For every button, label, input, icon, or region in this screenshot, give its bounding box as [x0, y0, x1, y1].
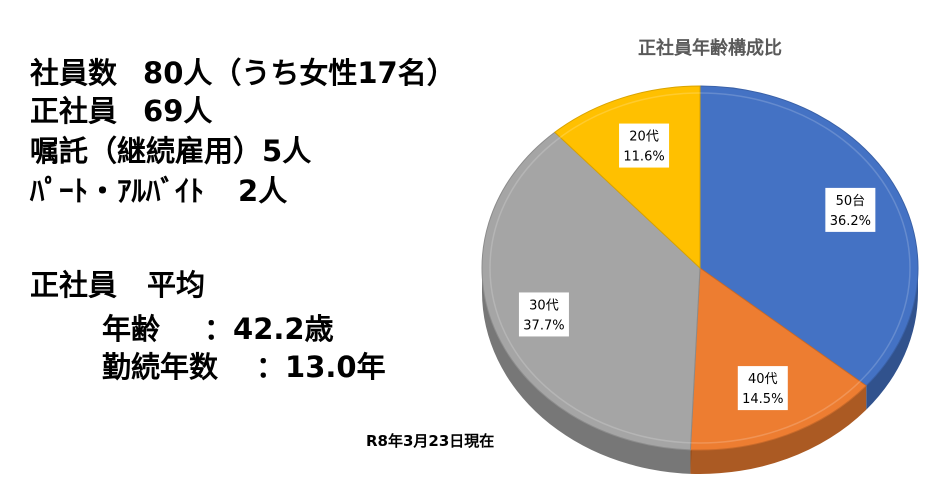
- as-of-date: R8年3月23日現在: [366, 432, 495, 450]
- pie-label-percent-2: 37.7%: [523, 318, 564, 333]
- average-age-line: 年齢 ：42.2歳: [102, 312, 334, 346]
- employee-count-label: 社員数: [30, 56, 118, 90]
- pie-side-0: [866, 268, 918, 410]
- pie-label-bg-3: [619, 123, 670, 168]
- pie-slice-2: [481, 131, 701, 451]
- pie-slice-1: [689, 267, 867, 451]
- contract-employee-value: 5人: [262, 134, 312, 168]
- employee-count-value: 80人（うち女性17名）: [143, 56, 456, 90]
- pie-label-0: 50台 36.2%: [825, 187, 876, 232]
- pie-label-percent-1: 14.5%: [742, 392, 783, 407]
- pie-label-1: 40代 14.5%: [737, 366, 788, 411]
- pie-label-bg-2: [518, 292, 569, 337]
- pie-slice-0: [699, 85, 919, 387]
- pie-slices: [481, 85, 919, 451]
- pie-label-percent-0: 36.2%: [830, 214, 871, 229]
- chart-title: 正社員年齢構成比: [638, 38, 782, 59]
- regular-employee-label: 正社員: [30, 94, 118, 128]
- pie-label-3: 20代 11.6%: [619, 123, 670, 168]
- pie-label-category-2: 30代: [529, 298, 559, 313]
- average-age-value: ：42.2歳: [204, 312, 334, 346]
- pie-label-category-1: 40代: [748, 372, 778, 387]
- pie-label-bg-1: [737, 366, 788, 411]
- pie-label-category-3: 20代: [629, 130, 659, 145]
- pie-side-walls: [482, 268, 918, 475]
- pie-label-2: 30代 37.7%: [518, 292, 569, 337]
- average-tenure-line: 勤続年数 ：13.0年: [102, 350, 386, 384]
- parttime-label: ﾊﾟｰﾄ・ｱﾙﾊﾞｲﾄ: [30, 174, 205, 208]
- parttime-line: ﾊﾟｰﾄ・ｱﾙﾊﾞｲﾄ 2人: [30, 174, 287, 208]
- pie-label-bg-0: [825, 187, 876, 232]
- average-heading-label: 正社員: [30, 268, 118, 302]
- contract-employee-line: 嘱託（継続雇用）5人: [30, 134, 311, 168]
- average-tenure-label: 勤続年数: [102, 350, 219, 384]
- pie-side-2: [482, 268, 691, 474]
- pie-label-percent-3: 11.6%: [623, 150, 664, 165]
- average-age-label: 年齢: [102, 312, 161, 346]
- average-heading-value: 平均: [147, 268, 206, 302]
- regular-employee-line: 正社員 69人: [30, 94, 212, 128]
- pie-rim-highlight: [489, 92, 911, 444]
- contract-employee-label: 嘱託（継続雇用）: [30, 134, 263, 168]
- employee-count-line: 社員数 80人（うち女性17名）: [30, 56, 456, 90]
- regular-employee-value: 69人: [143, 94, 213, 128]
- average-tenure-value: ：13.0年: [256, 350, 386, 384]
- pie-side-1: [690, 385, 867, 475]
- pie-label-category-0: 50台: [836, 194, 866, 209]
- pie-labels: 50台 36.2% 40代 14.5% 30代 37.7% 20代 11.6%: [518, 123, 876, 411]
- average-heading-line: 正社員 平均: [30, 268, 205, 302]
- parttime-value: 2人: [238, 174, 288, 208]
